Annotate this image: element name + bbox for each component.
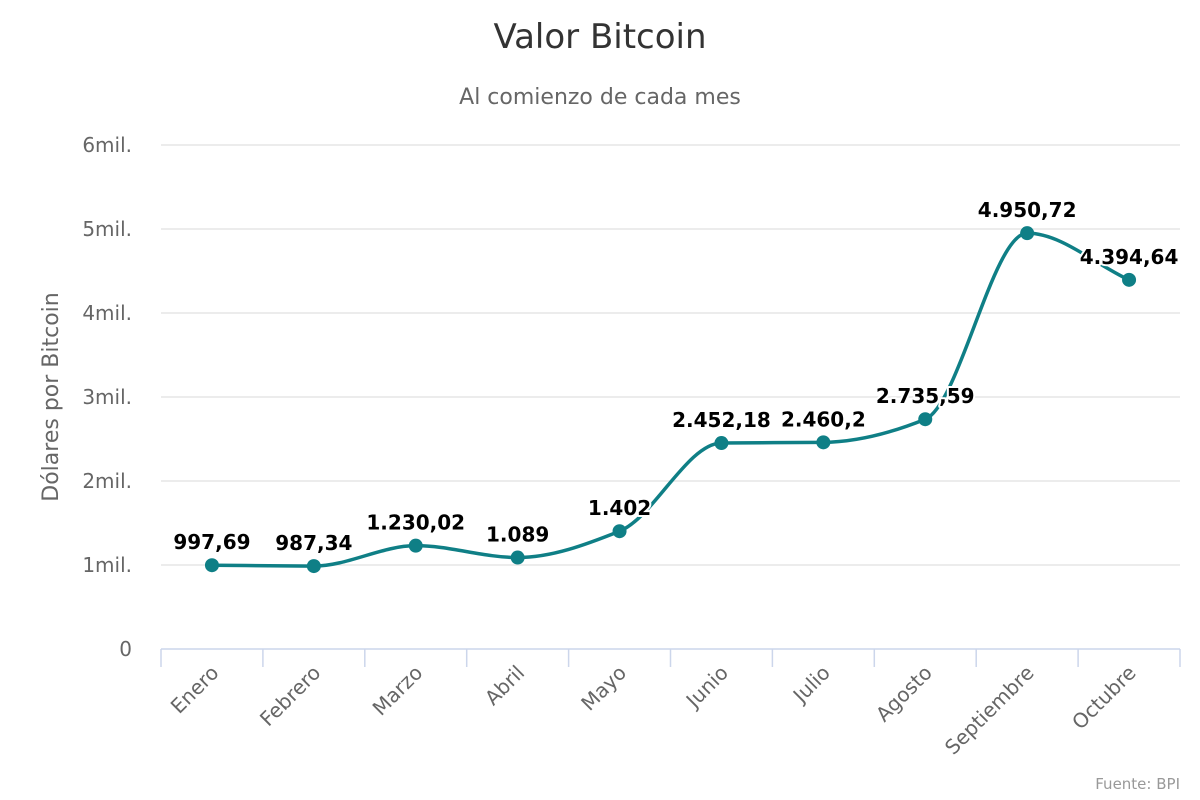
- y-tick-label: 5mil.: [82, 217, 132, 241]
- data-point[interactable]: [408, 538, 423, 553]
- data-label: 1.089: [486, 523, 549, 547]
- y-tick-label: 0: [119, 637, 132, 661]
- gridlines: [161, 144, 1180, 566]
- x-tick-label: Agosto: [871, 661, 937, 727]
- data-label: 4.950,72: [978, 198, 1077, 222]
- x-tick-label: Febrero: [255, 661, 325, 731]
- y-tick-label: 4mil.: [82, 301, 132, 325]
- x-axis: Enero Febrero Marzo Abril Mayo Junio Julio Agos…: [160, 648, 1181, 760]
- data-point[interactable]: [816, 435, 831, 450]
- x-tick-label: Enero: [166, 661, 224, 719]
- data-label: 997,69: [173, 530, 250, 554]
- x-tick-label: Abril: [480, 661, 529, 710]
- data-points: [204, 226, 1137, 574]
- data-point[interactable]: [1122, 272, 1137, 287]
- data-label: 1.230,02: [366, 511, 465, 535]
- chart-subtitle: Al comienzo de cada mes: [459, 85, 741, 110]
- data-point[interactable]: [714, 436, 729, 451]
- y-axis-label: Dólares por Bitcoin: [39, 292, 64, 501]
- data-label: 2.452,18: [672, 408, 771, 432]
- x-tick-label: Septiembre: [940, 661, 1039, 760]
- series-line-group: [210, 231, 1131, 568]
- y-tick-label: 1mil.: [82, 553, 132, 577]
- chart-title: Valor Bitcoin: [493, 17, 706, 57]
- x-tick-label: Marzo: [368, 661, 428, 721]
- y-tick-label: 3mil.: [82, 385, 132, 409]
- series-line: [210, 231, 1131, 568]
- y-tick-label: 6mil.: [82, 133, 132, 157]
- data-label: 1.402: [588, 496, 651, 520]
- x-tick-label: Junio: [680, 661, 733, 714]
- data-point[interactable]: [918, 412, 933, 427]
- credits-text[interactable]: Fuente: BPI: [1095, 775, 1180, 793]
- data-point[interactable]: [204, 558, 219, 573]
- data-label: 987,34: [275, 531, 352, 555]
- data-point[interactable]: [306, 559, 321, 574]
- y-tick-label: 2mil.: [82, 469, 132, 493]
- x-tick-label: Julio: [787, 661, 835, 709]
- data-label: 4.394,64: [1080, 245, 1179, 269]
- data-point[interactable]: [510, 550, 525, 565]
- data-point[interactable]: [1020, 226, 1035, 241]
- data-labels: 997,69 987,34 1.230,02 1.089 1.402 2.452,18 2.…: [171, 196, 1180, 557]
- x-tick-label: Mayo: [576, 661, 631, 716]
- x-tick-label: Octubre: [1067, 661, 1141, 735]
- y-axis-ticks: 0 1mil. 2mil. 3mil. 4mil. 5mil. 6mil.: [82, 133, 132, 661]
- data-point[interactable]: [612, 524, 627, 539]
- data-label: 2.735,59: [876, 384, 975, 408]
- data-label: 2.460,2: [781, 407, 866, 431]
